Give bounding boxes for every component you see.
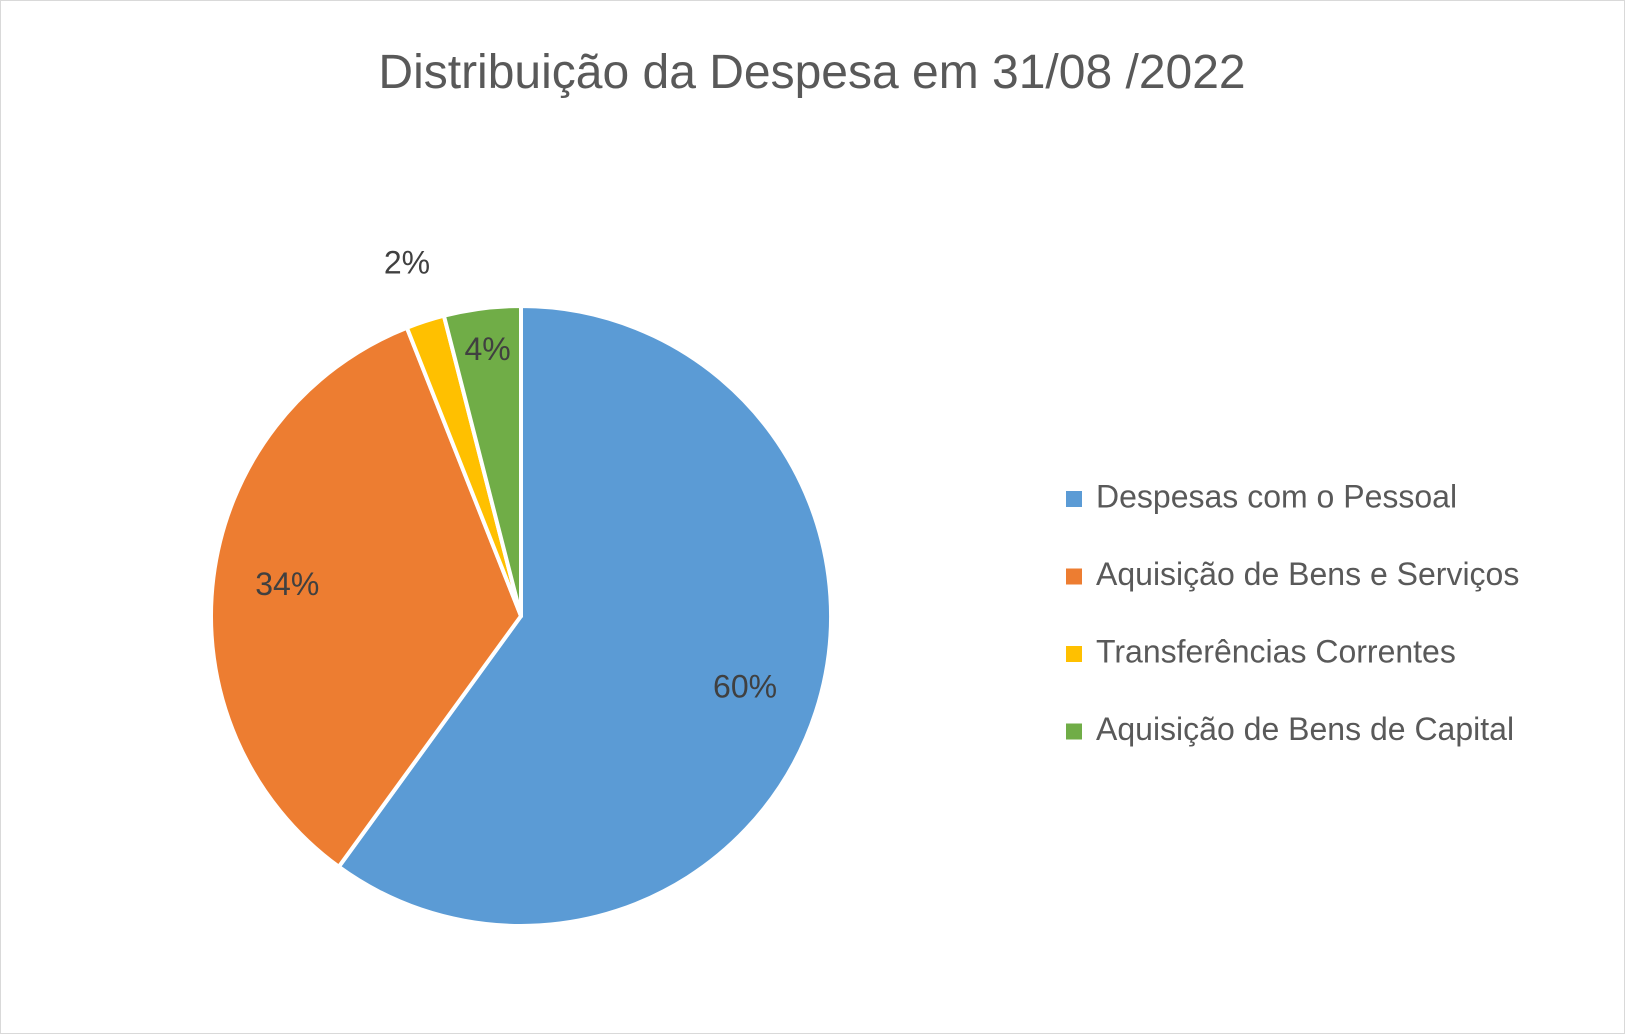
legend-label: Aquisição de Bens de Capital — [1096, 711, 1514, 747]
data-label: 4% — [464, 331, 510, 367]
pie-slice — [209, 325, 523, 869]
chart-title: Distribuição da Despesa em 31/08 /2022 — [378, 46, 1246, 99]
data-label: 60% — [713, 668, 777, 704]
pie-slice — [336, 304, 833, 928]
legend-label: Transferências Correntes — [1096, 633, 1456, 669]
data-label: 34% — [255, 566, 319, 602]
legend-label: Despesas com o Pessoal — [1096, 478, 1457, 514]
legend-swatch — [1066, 491, 1082, 507]
legend-swatch — [1066, 568, 1082, 585]
data-label: 2% — [384, 245, 430, 281]
legend-swatch — [1066, 646, 1082, 662]
legend-label: Aquisição de Bens e Serviços — [1096, 556, 1519, 592]
legend-swatch — [1066, 723, 1082, 740]
pie-slice — [441, 304, 523, 618]
